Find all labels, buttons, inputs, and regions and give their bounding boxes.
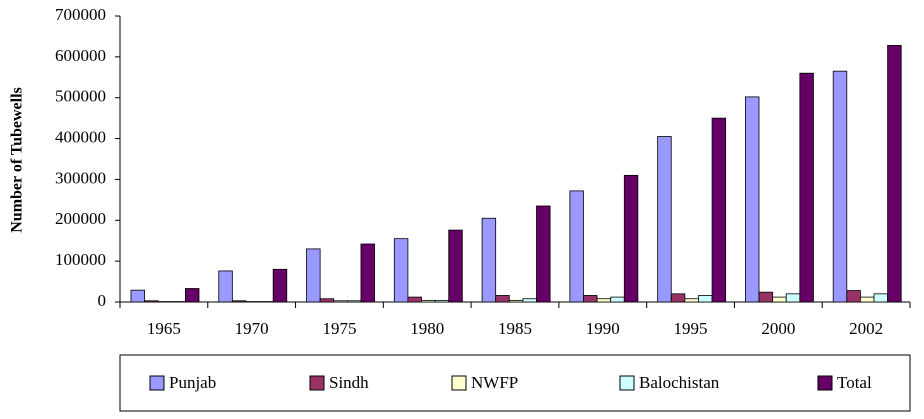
- bar: [596, 298, 612, 303]
- y-tick-label: 100000: [55, 250, 106, 269]
- y-tick-label: 500000: [55, 87, 106, 106]
- y-tick-label: 200000: [55, 209, 106, 228]
- bar: [670, 293, 686, 303]
- bar: [218, 270, 233, 303]
- bar: [745, 96, 760, 303]
- bar: [698, 295, 713, 303]
- bar: [785, 293, 801, 303]
- y-tick-label: 300000: [55, 168, 106, 187]
- y-tick-label: 0: [98, 291, 107, 310]
- bar: [434, 299, 450, 303]
- x-tick-label: 1985: [498, 319, 532, 338]
- bar: [711, 117, 727, 303]
- legend-swatch: [309, 375, 325, 391]
- bar: [346, 300, 362, 303]
- bar: [846, 290, 861, 303]
- bar: [832, 70, 848, 303]
- bar: [184, 288, 200, 303]
- bar: [508, 299, 524, 303]
- bar: [887, 45, 902, 303]
- bar: [522, 298, 537, 303]
- legend-swatch: [817, 375, 833, 391]
- legend-label: NWFP: [471, 373, 518, 392]
- bar: [772, 296, 787, 303]
- bar: [272, 268, 288, 303]
- x-tick-label: 1965: [147, 319, 181, 338]
- legend-label: Punjab: [169, 373, 216, 392]
- x-tick-label: 2000: [761, 319, 795, 338]
- bar: [758, 291, 774, 303]
- y-axis-title: Number of Tubewells: [9, 87, 26, 233]
- bar: [231, 300, 247, 303]
- x-tick-label: 1970: [235, 319, 269, 338]
- bar: [610, 296, 625, 303]
- bar: [481, 217, 497, 303]
- legend-label: Balochistan: [639, 373, 720, 392]
- bar: [319, 298, 335, 303]
- bar: [421, 299, 436, 303]
- bar: [306, 248, 321, 303]
- bar: [799, 72, 814, 303]
- bar: [333, 300, 348, 303]
- bar: [130, 289, 145, 303]
- bar: [448, 229, 463, 303]
- y-tick-label: 700000: [55, 5, 106, 24]
- legend-label: Sindh: [329, 373, 369, 392]
- x-tick-label: 1995: [674, 319, 708, 338]
- bar: [144, 300, 159, 303]
- legend-swatch: [451, 375, 467, 391]
- bar: [860, 296, 875, 303]
- legend-box: [119, 354, 911, 412]
- bar: [873, 293, 889, 303]
- y-tick-label: 400000: [55, 127, 106, 146]
- bar: [684, 298, 699, 303]
- x-tick-label: 1990: [586, 319, 620, 338]
- legend-label: Total: [837, 373, 872, 392]
- legend-swatch: [619, 375, 635, 391]
- bar: [536, 205, 551, 303]
- bar: [569, 190, 584, 303]
- legend-swatch: [149, 375, 165, 391]
- x-tick-label: 1980: [410, 319, 444, 338]
- bar: [583, 295, 598, 303]
- bar: [360, 243, 375, 303]
- bar: [623, 174, 639, 303]
- x-tick-label: 2002: [849, 319, 883, 338]
- bar: [407, 296, 422, 303]
- x-tick-label: 1975: [322, 319, 356, 338]
- bar: [657, 136, 672, 303]
- bar: [495, 295, 510, 303]
- y-tick-label: 600000: [55, 46, 106, 65]
- bar: [393, 238, 409, 303]
